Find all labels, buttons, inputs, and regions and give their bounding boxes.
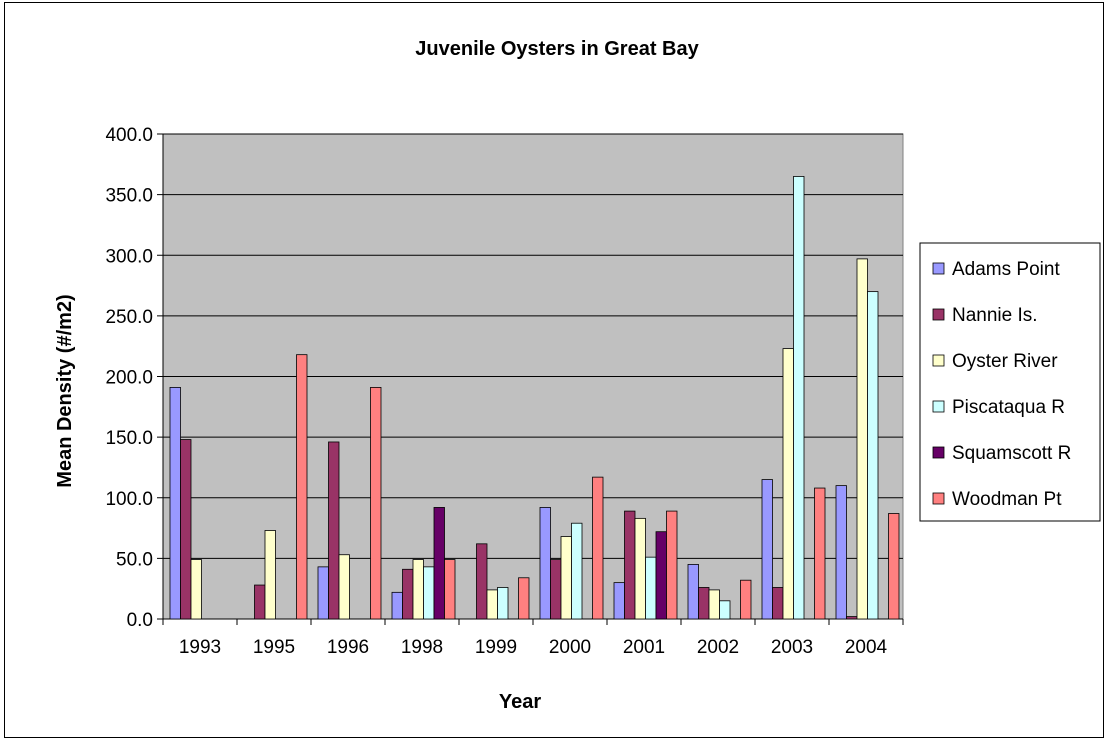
- y-axis-title: Mean Density (#/m2): [54, 294, 76, 487]
- y-tick-label: 0.0: [127, 610, 153, 631]
- bar-nannie-is-1996: [328, 441, 340, 620]
- bar-adams-point-1998: [391, 591, 403, 620]
- x-tick-label: 2001: [623, 637, 665, 658]
- bar-oyster-river-2002: [708, 589, 720, 620]
- y-tick-label: 200.0: [105, 368, 153, 389]
- bar-oyster-river-1995: [264, 530, 276, 620]
- legend-label: Oyster River: [952, 351, 1058, 372]
- legend-swatch-5: [932, 492, 945, 505]
- bar-adams-point-2000: [539, 507, 551, 620]
- y-tick-label: 400.0: [105, 125, 153, 146]
- x-tick-label: 1993: [179, 637, 221, 658]
- bar-adams-point-2004: [835, 485, 847, 620]
- bar-oyster-river-1999: [486, 589, 498, 620]
- bar-oyster-river-1996: [338, 554, 350, 620]
- bar-piscataqua-r-2003: [793, 176, 805, 620]
- y-tick-label: 250.0: [105, 307, 153, 328]
- bar-woodman-pt-1999: [518, 577, 530, 620]
- legend-label: Piscataqua R: [952, 397, 1065, 418]
- bar-piscataqua-r-1999: [497, 587, 509, 620]
- bar-nannie-is-2002: [698, 587, 710, 620]
- x-tick-label: 1996: [327, 637, 369, 658]
- y-tick-label: 50.0: [116, 549, 153, 570]
- legend-swatch-3: [932, 400, 945, 413]
- bar-oyster-river-2001: [634, 517, 646, 620]
- chart-canvas: Juvenile Oysters in Great Bay 0.0 50.0 100…: [54, 38, 1101, 713]
- x-tick-label: 2003: [771, 637, 813, 658]
- x-tick-label: 2000: [549, 637, 591, 658]
- bar-woodman-pt-2004: [888, 513, 900, 620]
- bar-woodman-pt-2002: [740, 579, 752, 620]
- bar-oyster-river-2003: [782, 348, 794, 620]
- legend-box: [919, 242, 1101, 522]
- legend-label: Nannie Is.: [952, 305, 1038, 326]
- x-tick-label: 1999: [475, 637, 517, 658]
- bar-oyster-river-1998: [412, 559, 424, 620]
- bar-nannie-is-1993: [180, 439, 192, 620]
- bar-adams-point-2002: [687, 564, 699, 620]
- bar-piscataqua-r-2001: [645, 556, 657, 620]
- bar-nannie-is-2001: [624, 510, 636, 620]
- legend-swatch-2: [932, 354, 945, 367]
- legend-swatch-0: [932, 262, 945, 275]
- x-tick-label: 2002: [697, 637, 739, 658]
- y-tick-label: 350.0: [105, 186, 153, 207]
- bar-squamscott-r-2001: [655, 531, 667, 620]
- bar-nannie-is-1998: [402, 568, 414, 620]
- bar-nannie-is-2003: [772, 587, 784, 620]
- bar-nannie-is-1995: [254, 584, 266, 620]
- legend-swatch-1: [932, 308, 945, 321]
- bar-nannie-is-1999: [476, 543, 488, 620]
- legend-label: Squamscott R: [952, 443, 1071, 464]
- x-tick-label: 1995: [253, 637, 295, 658]
- bar-woodman-pt-1998: [444, 559, 456, 620]
- chart-frame: Juvenile Oysters in Great Bay 0.0 50.0 100…: [4, 2, 1104, 738]
- bar-piscataqua-r-1998: [423, 566, 435, 620]
- bar-piscataqua-r-2000: [571, 522, 583, 620]
- bar-adams-point-1996: [317, 566, 329, 620]
- legend-label: Adams Point: [952, 259, 1060, 280]
- x-axis-title: Year: [499, 691, 541, 713]
- bar-oyster-river-1993: [190, 559, 202, 620]
- bar-woodman-pt-2003: [814, 487, 826, 620]
- bar-oyster-river-2004: [856, 258, 868, 620]
- bar-piscataqua-r-2002: [719, 600, 731, 620]
- bar-nannie-is-2000: [550, 559, 562, 620]
- x-tick-label: 1998: [401, 637, 443, 658]
- bar-oyster-river-2000: [560, 536, 572, 620]
- bar-adams-point-2003: [761, 479, 773, 620]
- bar-woodman-pt-2001: [666, 510, 678, 620]
- y-tick-label: 300.0: [105, 246, 153, 267]
- plot-area: 0.0 50.0 100.0 150.0 200.0 250.0 300.0 350.0 400…: [105, 125, 904, 658]
- y-tick-label: 150.0: [105, 428, 153, 449]
- legend-swatch-4: [932, 446, 945, 459]
- bar-nannie-is-2004: [846, 616, 858, 620]
- bar-adams-point-1993: [169, 387, 181, 620]
- legend-label: Woodman Pt: [952, 489, 1062, 510]
- bar-woodman-pt-2000: [592, 476, 604, 620]
- bar-adams-point-2001: [613, 582, 625, 620]
- bar-squamscott-r-1998: [433, 507, 445, 620]
- bar-woodman-pt-1995: [296, 354, 308, 620]
- bar-woodman-pt-1996: [370, 387, 382, 620]
- y-tick-label: 100.0: [105, 489, 153, 510]
- legend: Adams Point Nannie Is. Oyster River Piscata…: [919, 242, 1101, 522]
- chart-title: Juvenile Oysters in Great Bay: [415, 38, 699, 60]
- x-tick-label: 2004: [845, 637, 888, 658]
- bar-piscataqua-r-2004: [867, 291, 879, 620]
